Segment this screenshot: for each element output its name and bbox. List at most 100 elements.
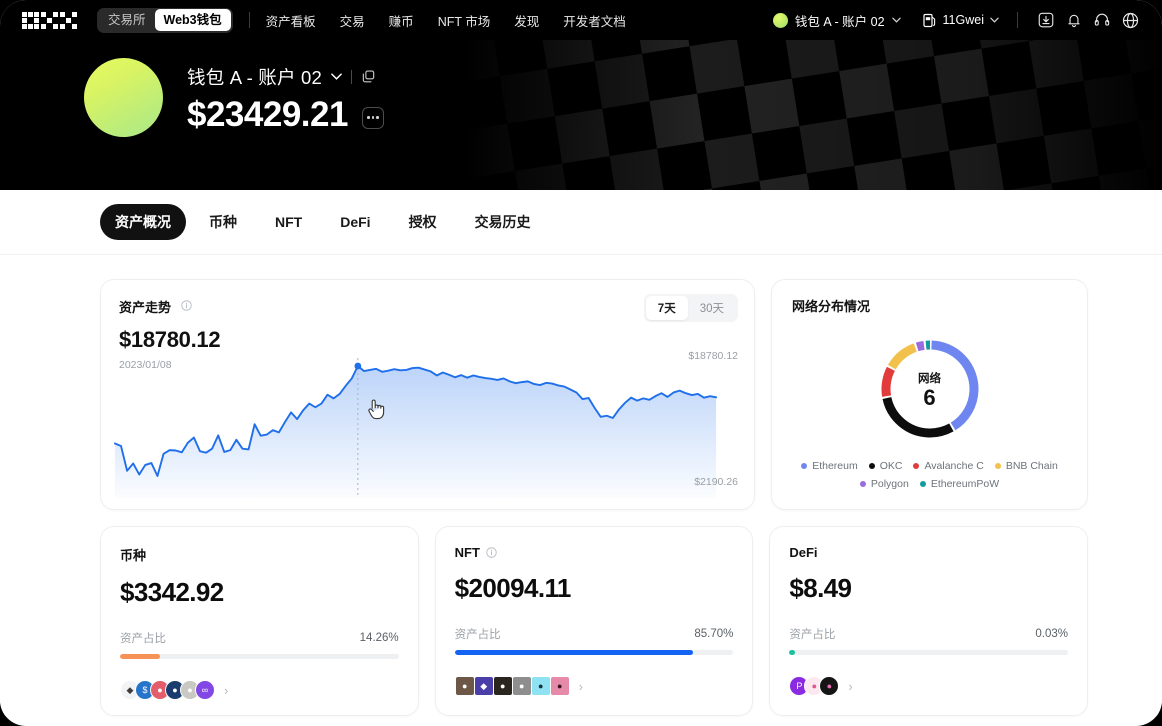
defi-ratio-bar-fill bbox=[789, 650, 795, 655]
range-30d[interactable]: 30天 bbox=[699, 303, 724, 315]
network-distribution-title: 网络分布情况 bbox=[792, 299, 871, 314]
asset-trend-title: 资产走势 bbox=[119, 300, 172, 315]
nft-card-amount: $20094.11 bbox=[454, 573, 572, 603]
okx-logo-k bbox=[41, 11, 58, 29]
main-content: 资产走势 $18780.12 2023/01/08 bbox=[0, 255, 1162, 716]
download-icon[interactable] bbox=[1032, 6, 1060, 34]
tab-defi[interactable]: DeFi bbox=[340, 214, 371, 230]
gas-price-selector[interactable]: 11Gwei bbox=[922, 13, 999, 28]
tab-history[interactable]: 交易历史 bbox=[474, 214, 531, 230]
chevron-down-icon bbox=[891, 17, 901, 23]
tokens-card-title-row: 币种 bbox=[120, 545, 399, 564]
nav-divider-right bbox=[1017, 12, 1018, 28]
donut-center-label: 网络 bbox=[918, 372, 941, 385]
legend-swatch bbox=[994, 463, 1001, 469]
defi-icon-strip[interactable]: P ● ● › bbox=[789, 676, 1068, 696]
nft-thumb-1: ● bbox=[454, 676, 475, 696]
gas-price-label: 11Gwei bbox=[942, 13, 984, 27]
globe-icon[interactable] bbox=[1116, 6, 1144, 34]
tab-overview[interactable]: 资产概况 bbox=[100, 204, 186, 240]
tokens-ratio-bar-fill bbox=[120, 654, 160, 659]
okx-logo[interactable] bbox=[22, 11, 77, 29]
tab-nft[interactable]: NFT bbox=[275, 214, 303, 230]
nav-link-trade[interactable]: 交易 bbox=[339, 14, 365, 29]
legend-item-avalanche-c[interactable]: Avalanche C bbox=[913, 460, 984, 472]
defi-ratio-label: 资产占比 bbox=[789, 629, 836, 641]
wallet-selector[interactable]: 钱包 A - 账户 02 bbox=[772, 11, 901, 30]
product-switch[interactable]: 交易所 Web3钱包 bbox=[97, 7, 233, 33]
mouse-cursor-pointer bbox=[368, 399, 385, 420]
more-options-button[interactable] bbox=[361, 106, 384, 129]
gas-pump-icon bbox=[922, 13, 935, 27]
range-7d[interactable]: 7天 bbox=[645, 296, 688, 320]
range-toggle[interactable]: 7天 30天 bbox=[643, 294, 738, 322]
tokens-ratio-value: 14.26% bbox=[359, 632, 399, 644]
nav-link-discover[interactable]: 发现 bbox=[514, 14, 540, 29]
donut-segment[interactable] bbox=[881, 340, 978, 438]
nav-right-cluster: 钱包 A - 账户 02 11Gwei bbox=[772, 6, 1144, 34]
top-navigation-bar: 交易所 Web3钱包 资产看板 交易 赚币 NFT 市场 发现 开发者文档 钱包… bbox=[0, 0, 1162, 40]
chevron-right-icon[interactable]: › bbox=[848, 678, 853, 694]
axis-label-high: $18780.12 bbox=[688, 350, 738, 362]
nft-thumb-row: ● ◆ ● ● ● ● bbox=[454, 676, 570, 696]
tokens-ratio-bar bbox=[120, 654, 399, 659]
nav-link-nft-market[interactable]: NFT 市场 bbox=[437, 14, 491, 29]
nft-thumb-5: ● bbox=[530, 676, 551, 696]
copy-icon[interactable] bbox=[361, 69, 376, 84]
donut-segment[interactable] bbox=[881, 340, 978, 438]
headset-icon[interactable] bbox=[1088, 6, 1116, 34]
nft-summary-card[interactable]: NFT $20094.11 资产占比 85.70% bbox=[434, 526, 754, 716]
network-legend-row-1: Ethereum OKC Avalanche C BNB Chain bbox=[786, 460, 1073, 472]
donut-segment[interactable] bbox=[881, 340, 978, 438]
info-icon[interactable] bbox=[486, 547, 497, 558]
donut-center-text: 网络 6 bbox=[875, 334, 985, 444]
tab-tokens[interactable]: 币种 bbox=[209, 214, 237, 230]
defi-summary-card[interactable]: DeFi $8.49 资产占比 0.03% P ● ● › bbox=[769, 526, 1089, 716]
chevron-right-icon[interactable]: › bbox=[578, 678, 584, 694]
tab-approvals[interactable]: 授权 bbox=[408, 214, 437, 230]
hero-divider bbox=[351, 69, 353, 84]
nav-link-dashboard[interactable]: 资产看板 bbox=[265, 14, 316, 29]
bell-icon[interactable] bbox=[1060, 6, 1088, 34]
nav-link-developer-docs[interactable]: 开发者文档 bbox=[563, 14, 626, 29]
chevron-down-icon[interactable] bbox=[331, 73, 342, 80]
polygon-token-icon: ∞ bbox=[195, 680, 215, 700]
nft-ratio-label: 资产占比 bbox=[454, 629, 501, 641]
protocol-icon-3: ● bbox=[819, 676, 840, 696]
wallet-avatar bbox=[772, 12, 788, 28]
defi-card-title-row: DeFi bbox=[789, 545, 1068, 560]
segment-exchange[interactable]: 交易所 bbox=[108, 12, 146, 27]
nft-icon-strip[interactable]: ● ◆ ● ● ● ● › bbox=[454, 676, 734, 696]
defi-ratio-value: 0.03% bbox=[1035, 628, 1069, 640]
chevron-down-icon bbox=[990, 17, 999, 23]
segment-web3-wallet[interactable]: Web3钱包 bbox=[154, 8, 231, 32]
tokens-icon-strip[interactable]: ◆ $ ● ● ● ∞ › bbox=[120, 680, 399, 700]
nft-thumb-6: ● bbox=[549, 676, 570, 696]
nft-ratio-bar-fill bbox=[454, 650, 694, 655]
legend-item-ethereumpow[interactable]: EthereumPoW bbox=[919, 478, 1000, 490]
legend-item-ethereum[interactable]: Ethereum bbox=[801, 460, 858, 472]
asset-trend-chart[interactable]: $18780.12 $2190.26 bbox=[101, 350, 754, 498]
balance-row: $23429.21 bbox=[187, 97, 384, 132]
chevron-right-icon[interactable]: › bbox=[224, 682, 229, 698]
legend-item-polygon[interactable]: Polygon bbox=[859, 478, 909, 490]
legend-swatch bbox=[919, 481, 926, 487]
section-tabs: 资产概况 币种 NFT DeFi 授权 交易历史 bbox=[0, 190, 1162, 255]
total-balance: $23429.21 bbox=[187, 94, 348, 134]
legend-swatch bbox=[868, 463, 875, 469]
defi-card-ratio-row: 资产占比 0.03% bbox=[789, 626, 1068, 642]
legend-label: BNB Chain bbox=[1005, 460, 1058, 472]
info-icon[interactable] bbox=[181, 300, 193, 311]
hero-text-block: 钱包 A - 账户 02 $23429.21 bbox=[187, 64, 384, 132]
nav-link-earn[interactable]: 赚币 bbox=[388, 14, 414, 29]
network-distribution-card: 网络分布情况 网络 6 Ethereum bbox=[771, 279, 1088, 510]
legend-item-bnb-chain[interactable]: BNB Chain bbox=[994, 460, 1058, 472]
tokens-summary-card[interactable]: 币种 $3342.92 资产占比 14.26% ◆ $ ● ● ● bbox=[100, 526, 419, 716]
defi-card-amount: $8.49 bbox=[789, 573, 852, 603]
legend-item-okc[interactable]: OKC bbox=[868, 460, 902, 472]
legend-label: EthereumPoW bbox=[930, 478, 1000, 490]
asset-trend-header: 资产走势 $18780.12 2023/01/08 bbox=[101, 297, 754, 371]
wallet-selector-label: 钱包 A - 账户 02 bbox=[794, 14, 885, 29]
nft-card-title: NFT bbox=[454, 545, 480, 560]
